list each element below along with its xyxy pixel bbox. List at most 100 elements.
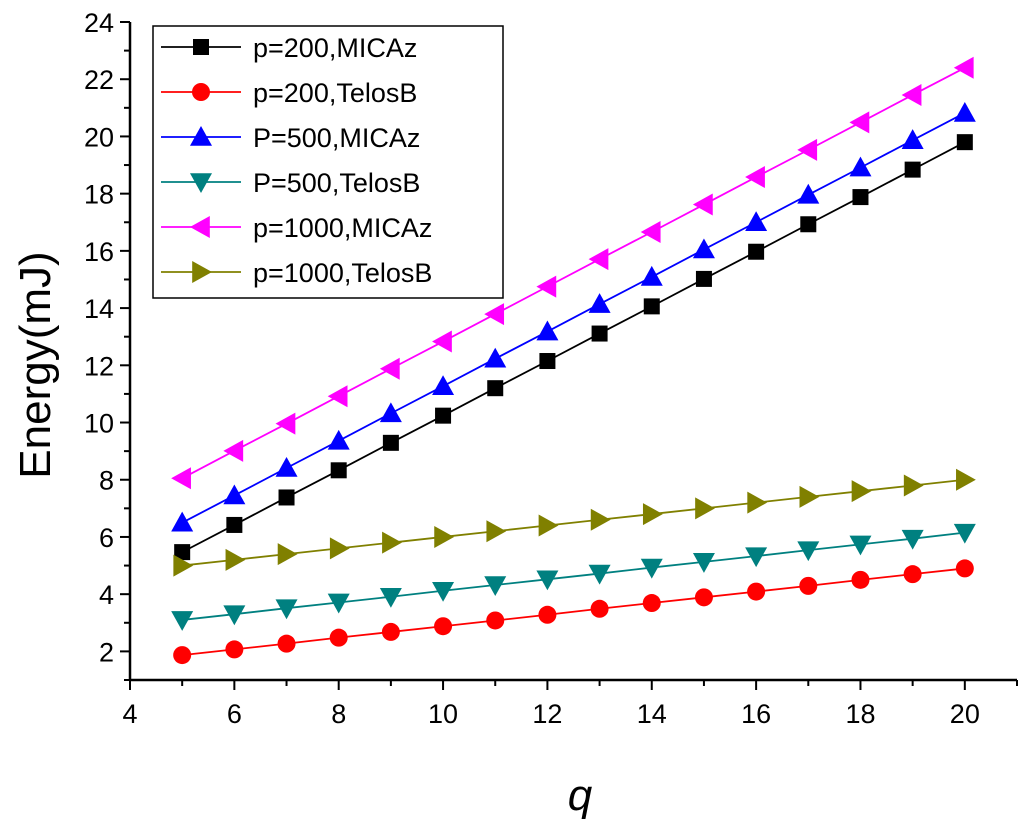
series-p-200-micaz [174, 134, 973, 561]
data-point [327, 385, 348, 408]
y-tick-label: 8 [99, 466, 114, 496]
legend-label: p=200,TelosB [253, 78, 417, 108]
data-point [223, 439, 244, 462]
data-point [484, 576, 507, 597]
series-p-1000-micaz [171, 56, 974, 490]
data-point [745, 211, 768, 232]
data-point [225, 640, 244, 659]
x-tick-label: 12 [532, 699, 562, 729]
legend-marker [192, 83, 210, 101]
data-point [435, 407, 452, 424]
data-point [851, 480, 872, 503]
series-p-500-telosb [171, 523, 976, 631]
x-tick-label: 14 [637, 699, 667, 729]
data-point [539, 353, 556, 370]
data-point [434, 617, 453, 636]
series-line [181, 66, 966, 480]
data-point [692, 193, 713, 216]
legend-label: p=1000,TelosB [253, 258, 432, 288]
data-point [692, 553, 715, 573]
data-point [640, 265, 663, 286]
data-point [538, 514, 559, 537]
data-point [329, 537, 350, 560]
data-point [379, 402, 402, 423]
legend-item: P=500,TelosB [161, 168, 420, 198]
data-point [536, 320, 559, 341]
series-p-500-micaz [171, 101, 976, 532]
data-point [278, 489, 295, 506]
data-point [171, 511, 194, 532]
data-point [695, 270, 712, 287]
data-point [745, 166, 765, 189]
data-point [747, 582, 766, 601]
data-point [223, 605, 246, 626]
data-point [330, 462, 347, 479]
data-point [381, 622, 400, 641]
y-tick-label: 24 [84, 8, 114, 38]
data-point [536, 275, 557, 298]
legend-item: p=1000,MICAz [161, 213, 432, 243]
legend-item: P=500,MICAz [161, 123, 420, 153]
data-point [852, 189, 869, 206]
series-line [182, 567, 965, 657]
legend-marker [193, 39, 209, 55]
data-point [536, 570, 559, 591]
data-point [487, 380, 504, 397]
data-point [901, 83, 922, 106]
data-point [694, 588, 713, 607]
data-point [849, 111, 870, 134]
data-point [434, 525, 455, 548]
data-point [277, 634, 296, 653]
data-point [956, 134, 973, 151]
data-point [588, 293, 611, 313]
data-point [379, 357, 400, 380]
data-point [590, 599, 609, 618]
data-point [695, 497, 715, 520]
data-point [588, 248, 609, 271]
series-line [182, 478, 965, 567]
data-point [642, 594, 661, 613]
legend-marker [192, 261, 212, 283]
data-point [486, 611, 505, 630]
data-point [591, 325, 608, 342]
data-point [953, 101, 976, 122]
data-point [745, 547, 768, 568]
data-point [799, 485, 820, 508]
data-point [275, 599, 298, 620]
data-point [225, 548, 246, 571]
legend-box [152, 25, 504, 299]
data-point [800, 216, 817, 233]
y-tick-label: 18 [84, 180, 114, 210]
legend-label: p=200,MICAz [253, 33, 417, 63]
data-point [486, 520, 507, 543]
data-point [643, 298, 660, 315]
y-tick-label: 6 [99, 523, 114, 553]
data-point [588, 564, 611, 585]
data-point [173, 554, 194, 577]
x-axis-title: q [568, 771, 593, 820]
data-point [851, 570, 870, 589]
data-point [226, 516, 243, 533]
data-point [484, 303, 505, 326]
legend-item: p=1000,TelosB [161, 258, 432, 288]
x-tick-label: 8 [331, 699, 346, 729]
data-point [903, 474, 924, 497]
y-tick-label: 2 [99, 637, 114, 667]
data-point [379, 587, 402, 608]
data-point [901, 529, 924, 550]
data-point [432, 581, 455, 602]
data-point [956, 468, 976, 491]
data-point [590, 508, 611, 531]
data-point [275, 457, 298, 477]
data-point [797, 183, 820, 204]
x-tick-label: 16 [741, 699, 771, 729]
data-point [329, 628, 348, 647]
series-line [182, 531, 965, 621]
data-point [171, 467, 191, 490]
x-tick-label: 4 [122, 699, 137, 729]
data-point [955, 559, 974, 578]
data-point [174, 544, 191, 561]
x-tick-label: 10 [428, 699, 458, 729]
